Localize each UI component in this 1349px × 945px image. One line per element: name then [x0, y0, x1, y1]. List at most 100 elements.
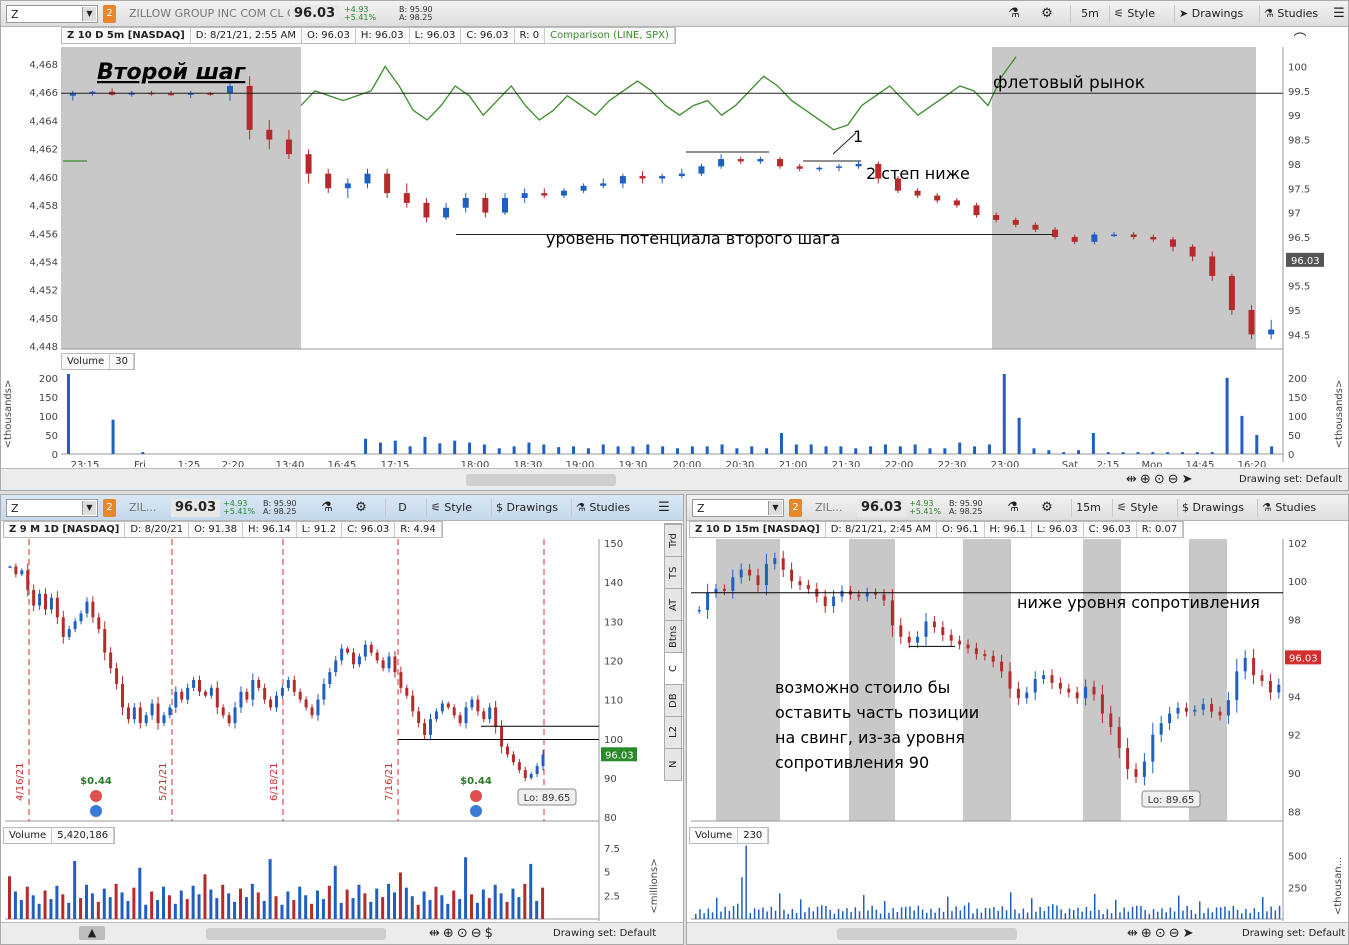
side-tab-c[interactable]: C — [665, 652, 683, 684]
chevron-down-icon[interactable]: ▼ — [82, 501, 96, 515]
link-badge[interactable]: 2 — [103, 5, 116, 23]
right-toolbar: Z ▼ 2 ZIL... 96.03 +4.93 +5.41% B: 95.90 A:… — [687, 495, 1348, 521]
link-badge[interactable]: 2 — [789, 499, 802, 517]
volume-bar — [997, 911, 999, 919]
zoom-in-icon[interactable]: ⊕ — [1139, 472, 1154, 487]
volume-bar — [1136, 905, 1138, 919]
cursor-icon[interactable]: ➤ — [1181, 472, 1196, 487]
annotation-text: возможно стоило бы — [775, 678, 950, 697]
zoom-controls[interactable]: ⇹⊕⊙⊖➤ — [1127, 926, 1197, 942]
candle-body — [1092, 686, 1096, 695]
studies-button[interactable]: ⚗ Studies — [1257, 499, 1327, 517]
symbol-input[interactable]: Z ▼ — [6, 5, 98, 23]
drawing-set[interactable]: Drawing set: Default — [1239, 474, 1343, 485]
gear-icon[interactable]: ⚙ — [1041, 500, 1053, 515]
volume-bar — [812, 911, 815, 919]
zoom-out-icon[interactable]: ⊖ — [470, 926, 485, 941]
timeframe-button[interactable]: 5m — [1070, 5, 1105, 23]
volume-bar — [221, 884, 225, 919]
collapse-button[interactable]: ▲ — [79, 926, 105, 940]
side-tab-btns[interactable]: Btns — [665, 620, 683, 652]
zoom-fit-icon[interactable]: ⊙ — [1154, 926, 1169, 941]
candle-body — [411, 695, 415, 712]
candle-body — [446, 703, 450, 708]
cursor-icon[interactable]: ➤ — [1182, 926, 1197, 941]
side-tab-n[interactable]: N — [665, 748, 683, 780]
menu-icon[interactable]: ☰ — [1333, 6, 1345, 21]
side-tab-ts[interactable]: TS — [665, 556, 683, 588]
studies-button[interactable]: ⚗ Studies — [1259, 5, 1329, 23]
zoom-in-icon[interactable]: ⊕ — [442, 926, 457, 941]
volume-bar — [333, 865, 337, 919]
candle-body — [714, 588, 718, 593]
zoom-fit-icon[interactable]: ⊙ — [1153, 472, 1168, 487]
y-tick-label: 90 — [1288, 769, 1301, 780]
pan-icon[interactable]: ⇹ — [429, 926, 443, 941]
candle-body — [502, 198, 509, 213]
right-chart[interactable]: 102100989694929088ниже уровня сопротивле… — [687, 521, 1348, 926]
zoom-fit-icon[interactable]: ⊙ — [456, 926, 471, 941]
annotation-text: 1 — [853, 127, 863, 146]
menu-icon[interactable]: ☰ — [658, 500, 670, 515]
pan-icon[interactable]: ⇹ — [1127, 926, 1141, 941]
side-tab-at[interactable]: AT — [665, 588, 683, 620]
volume-bar — [601, 444, 605, 454]
candle-body — [482, 711, 486, 720]
volume-bar — [162, 886, 165, 919]
flask-icon[interactable]: ⚗ — [1008, 6, 1020, 21]
timeframe-button[interactable]: D — [385, 499, 415, 517]
link-badge[interactable]: 2 — [103, 499, 116, 517]
style-button[interactable]: ⚟ Style — [1109, 5, 1169, 23]
zoom-out-icon[interactable]: ⊖ — [1168, 926, 1183, 941]
timeframe-button[interactable]: 15m — [1071, 499, 1101, 517]
side-tab-db[interactable]: DB — [665, 684, 683, 716]
gear-icon[interactable]: ⚙ — [355, 500, 367, 515]
chevron-down-icon[interactable]: ▼ — [768, 501, 782, 515]
zoom-controls[interactable]: ⇹⊕⊙⊖$ — [429, 926, 496, 942]
drawings-button[interactable]: $ Drawings — [1177, 499, 1252, 517]
main-chart[interactable]: 4,468 4,466 4,464 4,462 4,460 4,458 4,456 4,454… — [1, 27, 1349, 467]
horizontal-scrollbar[interactable] — [206, 928, 386, 940]
volume-bar — [750, 446, 754, 454]
drawings-button[interactable]: $ Drawings — [491, 499, 566, 517]
drawing-set[interactable]: Drawing set: Default — [1242, 928, 1346, 939]
y-tick-label-left: 4,454 — [29, 258, 58, 269]
zoom-controls[interactable]: ⇹⊕⊙⊖➤ — [1126, 472, 1196, 488]
pan-icon[interactable]: ⇹ — [1126, 472, 1140, 487]
symbol-input[interactable]: Z ▼ — [6, 499, 98, 517]
left-chart[interactable]: 150 140 130 120 110 100 90 80 4/16/21 5/21/21 6/18… — [1, 521, 663, 926]
candle-body — [1111, 234, 1118, 237]
candle-body — [865, 592, 869, 597]
side-tab-l2[interactable]: L2 — [665, 716, 683, 748]
volume-bar — [846, 908, 848, 919]
studies-button[interactable]: ⚗ Studies — [571, 499, 641, 517]
chevron-down-icon[interactable]: ▼ — [82, 7, 96, 21]
volume-bar — [795, 912, 798, 919]
change-value: +4.93 — [223, 499, 248, 508]
volume-bar — [1089, 910, 1092, 919]
candle-body — [1268, 680, 1272, 693]
symbol-input[interactable]: Z ▼ — [692, 499, 784, 517]
gear-icon[interactable]: ⚙ — [1041, 6, 1053, 21]
zoom-out-icon[interactable]: ⊖ — [1167, 472, 1182, 487]
flask-icon[interactable]: ⚗ — [1007, 500, 1019, 515]
volume-bar — [393, 892, 396, 919]
zoom-in-icon[interactable]: ⊕ — [1140, 926, 1155, 941]
candle-body — [226, 85, 233, 94]
dollar-icon[interactable]: $ — [484, 926, 496, 941]
candle-body — [174, 691, 178, 708]
candle-body — [292, 680, 296, 692]
side-tab-trd[interactable]: Trd — [665, 524, 683, 556]
drawings-button[interactable]: ➤ Drawings — [1174, 5, 1254, 23]
horizontal-scrollbar[interactable] — [837, 928, 1017, 940]
flask-icon[interactable]: ⚗ — [321, 500, 333, 515]
style-button[interactable]: ⚟ Style — [1112, 499, 1172, 517]
candle-body — [1134, 769, 1138, 777]
style-button[interactable]: ⚟ Style — [426, 499, 486, 517]
drawing-set[interactable]: Drawing set: Default — [553, 928, 657, 939]
candle-body — [91, 601, 95, 618]
volume-bar — [958, 442, 962, 454]
horizontal-scrollbar[interactable] — [466, 474, 616, 486]
volume-bar — [1166, 452, 1170, 454]
collapse-icon[interactable]: ⌒ — [1293, 33, 1307, 48]
